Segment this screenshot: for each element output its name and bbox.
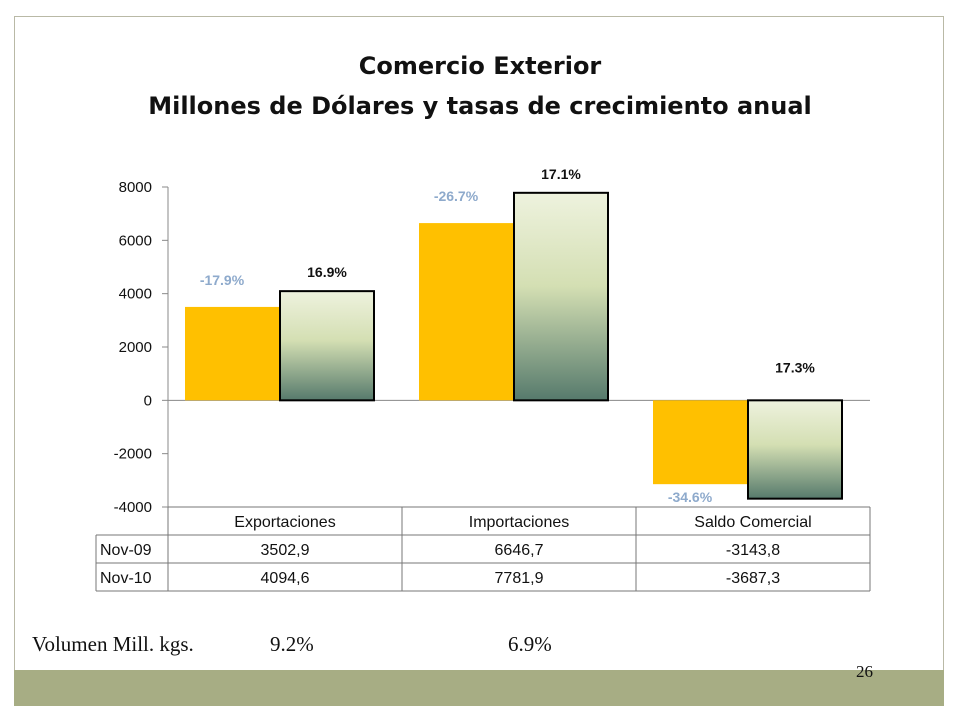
table-category-header: Saldo Comercial [694,514,811,531]
footer-band [14,670,944,706]
y-tick-label: -2000 [114,446,152,463]
growth-label: 17.3% [775,359,815,375]
chart-title: Comercio Exterior [358,52,602,80]
growth-label: -26.7% [434,188,479,204]
y-tick-label: 2000 [119,339,152,356]
table-category-header: Importaciones [469,514,570,531]
table-cell: 6646,7 [495,542,544,559]
table-category-header: Exportaciones [234,514,335,531]
y-tick-label: 6000 [119,232,152,249]
table-cell: 7781,9 [495,570,544,587]
growth-label: 16.9% [307,264,347,280]
bar-nov09 [419,223,513,401]
y-tick-label: 4000 [119,286,152,303]
bar-nov09 [653,400,747,485]
growth-label: -34.6% [668,489,713,505]
volume-label: Volumen Mill. kgs. [32,632,194,656]
y-tick-label: -4000 [114,499,152,516]
table-series-name: Nov-10 [100,570,152,587]
growth-label: 17.1% [541,166,581,182]
chart-subtitle: Millones de Dólares y tasas de crecimien… [148,92,812,120]
y-tick-label: 0 [144,392,152,409]
bar-nov10 [747,399,843,500]
growth-label: -17.9% [200,272,245,288]
volume-exports-value: 9.2% [270,632,314,656]
table-cell: -3687,3 [726,570,780,587]
volume-imports-value: 6.9% [508,632,552,656]
y-tick-label: 8000 [119,179,152,196]
table-cell: 3502,9 [261,542,310,559]
table-cell: -3143,8 [726,542,780,559]
table-series-name: Nov-09 [100,542,152,559]
table-cell: 4094,6 [261,570,310,587]
bar-nov10 [513,191,609,402]
bar-nov10 [279,290,375,402]
page-number: 26 [856,662,873,681]
bar-nov09 [185,306,279,401]
